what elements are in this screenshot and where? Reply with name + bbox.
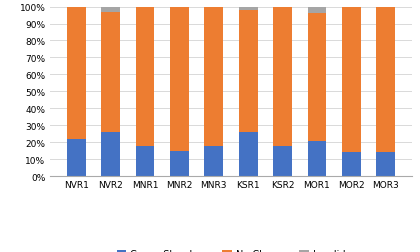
Bar	[67, 8, 86, 139]
Bar	[307, 141, 326, 176]
Bar	[101, 13, 120, 133]
Bar	[136, 8, 155, 146]
Bar	[205, 146, 223, 176]
Bar	[239, 8, 257, 11]
Bar	[307, 8, 326, 14]
Bar	[376, 153, 395, 176]
Legend: Cause Slowdown, No Change, Invalid: Cause Slowdown, No Change, Invalid	[113, 245, 349, 252]
Bar	[170, 8, 189, 151]
Bar	[342, 153, 361, 176]
Bar	[101, 133, 120, 176]
Bar	[239, 133, 257, 176]
Bar	[307, 14, 326, 141]
Bar	[239, 11, 257, 133]
Bar	[67, 139, 86, 176]
Bar	[136, 146, 155, 176]
Bar	[273, 8, 292, 146]
Bar	[101, 8, 120, 13]
Bar	[342, 8, 361, 153]
Bar	[273, 146, 292, 176]
Bar	[376, 8, 395, 153]
Bar	[205, 8, 223, 146]
Bar	[170, 151, 189, 176]
